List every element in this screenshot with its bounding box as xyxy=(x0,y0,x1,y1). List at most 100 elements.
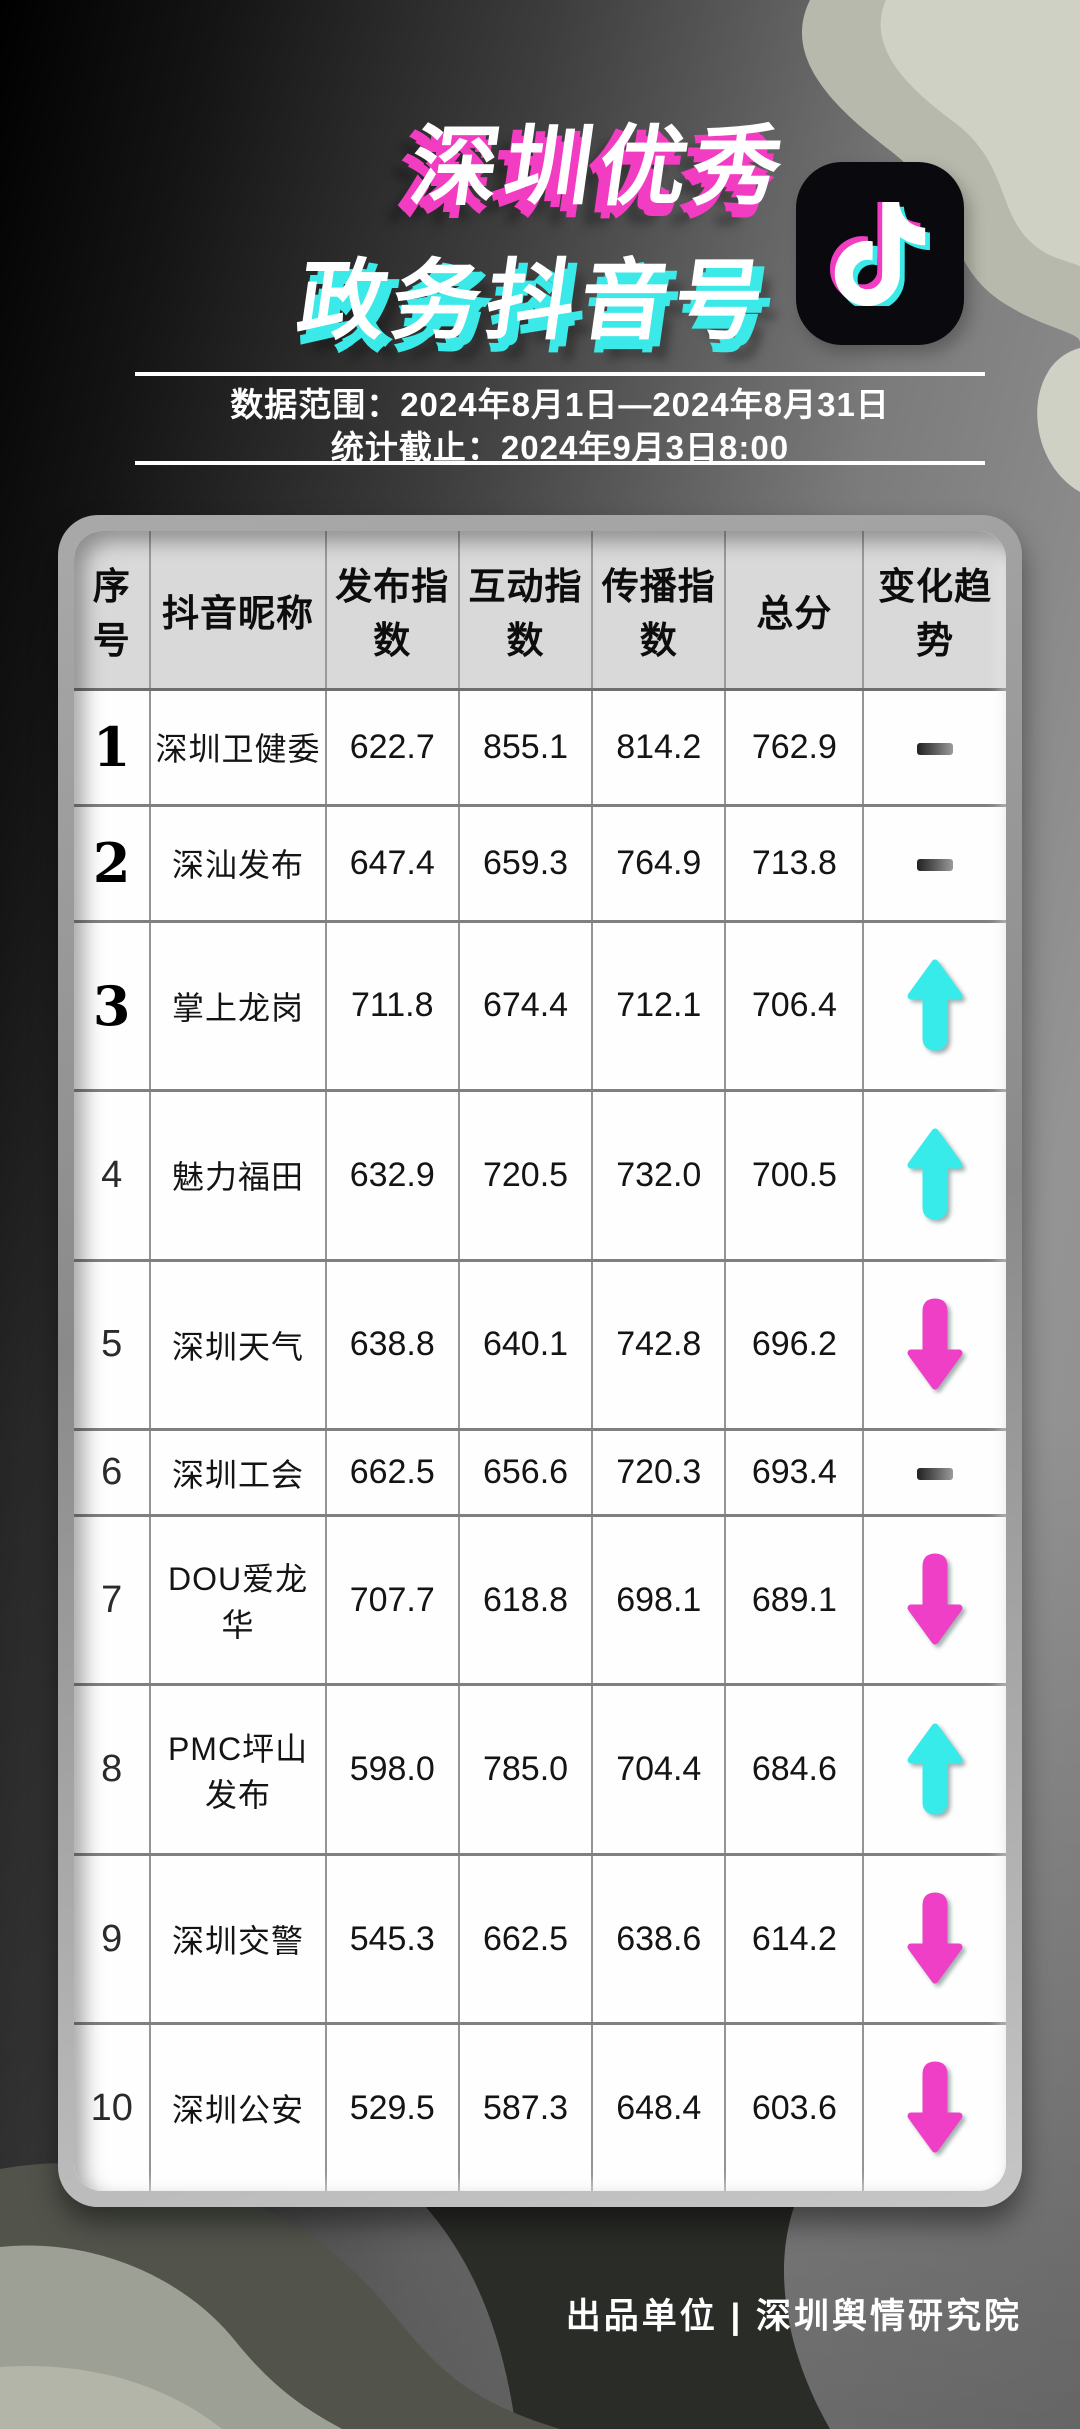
account-nickname: DOU爱龙华 xyxy=(167,1561,309,1644)
rank-cell: 9 xyxy=(74,1852,152,2025)
column-header-4: 传播指数 xyxy=(591,531,727,691)
trend-cell xyxy=(862,1683,1006,1856)
spread-index-cell: 742.8 xyxy=(591,1258,727,1431)
table-row: 4 魅力福田 632.9 720.5 732.0 700.5 xyxy=(74,1089,1006,1262)
table-row: 2 深汕发布 647.4 659.3 764.9 713.8 xyxy=(74,803,1006,923)
interact-index-cell: 656.6 xyxy=(457,1428,594,1517)
trend-flat-icon xyxy=(917,1468,954,1481)
table-row: 3 掌上龙岗 711.8 674.4 712.1 706.4 xyxy=(74,919,1006,1092)
nickname-cell: 深圳交警 xyxy=(149,1852,327,2025)
rank-number: 10 xyxy=(90,2086,133,2129)
publish-index-cell: 707.7 xyxy=(324,1513,460,1686)
nickname-cell: 掌上龙岗 xyxy=(149,919,327,1092)
interact-index-cell: 618.8 xyxy=(457,1513,594,1686)
total-score-cell: 603.6 xyxy=(724,2022,865,2191)
total-score-cell: 693.4 xyxy=(724,1428,865,1517)
rank-number: 2 xyxy=(92,831,131,896)
account-nickname: 深圳工会 xyxy=(172,1456,305,1493)
account-nickname: 深圳卫健委 xyxy=(155,731,321,768)
total-score-cell: 689.1 xyxy=(724,1513,865,1686)
spread-index-cell: 720.3 xyxy=(591,1428,727,1517)
title-line-2: 政务抖音号 xyxy=(291,251,776,350)
account-nickname: 深圳公安 xyxy=(172,2092,305,2129)
trend-down-icon xyxy=(907,1553,963,1645)
spread-index-cell: 704.4 xyxy=(591,1683,727,1856)
trend-flat-icon xyxy=(917,858,954,871)
rank-number: 7 xyxy=(101,1578,123,1621)
rank-number: 8 xyxy=(101,1748,123,1791)
rank-number: 9 xyxy=(101,1917,123,1960)
publish-index-cell: 529.5 xyxy=(324,2022,460,2191)
nickname-cell: 深圳天气 xyxy=(149,1258,327,1431)
spread-index-cell: 764.9 xyxy=(591,803,727,923)
date-info: 数据范围：2024年8月1日—2024年8月31日 统计截止：2024年9月3日… xyxy=(40,383,1080,469)
total-score-cell: 696.2 xyxy=(724,1258,865,1431)
nickname-cell: 深圳卫健委 xyxy=(149,688,327,807)
rank-cell: 10 xyxy=(74,2022,152,2191)
account-nickname: PMC坪山发布 xyxy=(167,1730,309,1813)
spread-index-cell: 638.6 xyxy=(591,1852,727,2025)
publish-index-cell: 638.8 xyxy=(324,1258,460,1431)
column-header-3: 互动指数 xyxy=(457,531,594,691)
title-line-1: 深圳优秀 xyxy=(404,117,795,216)
publish-index-cell: 545.3 xyxy=(324,1852,460,2025)
nickname-cell: 深汕发布 xyxy=(149,803,327,923)
trend-cell xyxy=(862,1089,1006,1262)
rank-cell: 8 xyxy=(74,1683,152,1856)
account-nickname: 深汕发布 xyxy=(172,847,305,884)
column-header-1: 抖音昵称 xyxy=(149,531,327,691)
rank-cell: 7 xyxy=(74,1513,152,1686)
interact-index-cell: 785.0 xyxy=(457,1683,594,1856)
trend-up-icon xyxy=(907,1723,963,1815)
interact-index-cell: 659.3 xyxy=(457,803,594,923)
interact-index-cell: 674.4 xyxy=(457,919,594,1092)
trend-flat-icon xyxy=(917,742,954,755)
column-header-0: 序号 xyxy=(74,531,152,691)
trend-cell xyxy=(862,1852,1006,2025)
account-nickname: 魅力福田 xyxy=(172,1159,305,1196)
table-row: 5 深圳天气 638.8 640.1 742.8 696.2 xyxy=(74,1258,1006,1431)
spread-index-cell: 712.1 xyxy=(591,919,727,1092)
trend-down-icon xyxy=(907,1892,963,1984)
total-score-cell: 614.2 xyxy=(724,1852,865,2025)
rank-number: 4 xyxy=(101,1153,123,1196)
trend-cell xyxy=(862,919,1006,1092)
interact-index-cell: 640.1 xyxy=(457,1258,594,1431)
interact-index-cell: 720.5 xyxy=(457,1089,594,1262)
table-row: 6 深圳工会 662.5 656.6 720.3 693.4 xyxy=(74,1428,1006,1517)
rank-cell: 4 xyxy=(74,1089,152,1262)
nickname-cell: 魅力福田 xyxy=(149,1089,327,1262)
account-nickname: 深圳交警 xyxy=(172,1923,305,1960)
stat-deadline-text: 统计截止：2024年9月3日8:00 xyxy=(330,429,790,466)
nickname-cell: 深圳工会 xyxy=(149,1428,327,1517)
table-row: 9 深圳交警 545.3 662.5 638.6 614.2 xyxy=(74,1852,1006,2025)
rank-cell: 6 xyxy=(74,1428,152,1517)
trend-cell xyxy=(862,803,1006,923)
spread-index-cell: 698.1 xyxy=(591,1513,727,1686)
header-row: 序号 抖音昵称 发布指数 互动指数 传播指数 总分 变化趋势 xyxy=(74,531,1006,691)
douyin-note-icon xyxy=(830,201,930,306)
rank-number: 1 xyxy=(92,715,131,780)
rank-number: 5 xyxy=(101,1323,123,1366)
rank-cell: 3 xyxy=(74,919,152,1092)
trend-cell xyxy=(862,1258,1006,1431)
table-row: 1 深圳卫健委 622.7 855.1 814.2 762.9 xyxy=(74,688,1006,807)
trend-down-icon xyxy=(907,1298,963,1390)
trend-cell xyxy=(862,1513,1006,1686)
divider-top xyxy=(135,372,985,376)
column-header-6: 变化趋势 xyxy=(862,531,1006,691)
spread-index-cell: 648.4 xyxy=(591,2022,727,2191)
date-range-text: 数据范围：2024年8月1日—2024年8月31日 xyxy=(230,386,890,423)
total-score-cell: 684.6 xyxy=(724,1683,865,1856)
rank-cell: 2 xyxy=(74,803,152,923)
ranking-table-card: 序号 抖音昵称 发布指数 互动指数 传播指数 总分 变化趋势 1 深圳卫健委 622.7 855.… xyxy=(58,515,1022,2207)
publish-index-cell: 662.5 xyxy=(324,1428,460,1517)
rank-number: 6 xyxy=(101,1451,123,1494)
total-score-cell: 713.8 xyxy=(724,803,865,923)
trend-cell xyxy=(862,688,1006,807)
interact-index-cell: 587.3 xyxy=(457,2022,594,2191)
nickname-cell: DOU爱龙华 xyxy=(149,1513,327,1686)
rank-number: 3 xyxy=(92,973,131,1038)
trend-up-icon xyxy=(907,1128,963,1220)
footer-credit: 出品单位 | 深圳舆情研究院 xyxy=(565,2297,1022,2336)
